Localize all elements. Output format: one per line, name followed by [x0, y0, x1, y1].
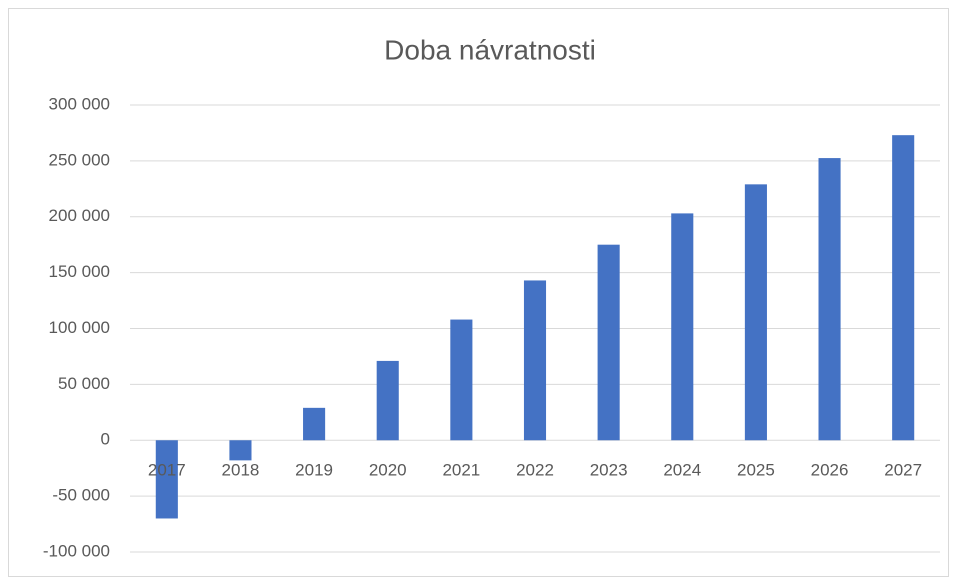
y-tick-label: -100 000: [43, 541, 110, 560]
y-tick-label: 250 000: [49, 150, 110, 169]
chart-border: [8, 8, 949, 577]
y-tick-label: 0: [101, 430, 110, 449]
chart-title: Doba návratnosti: [384, 34, 596, 65]
bar: [523, 280, 547, 441]
y-tick-label: 300 000: [49, 94, 110, 113]
y-tick-label: 150 000: [49, 262, 110, 281]
y-tick-label: 100 000: [49, 318, 110, 337]
x-tick-label: 2024: [663, 461, 701, 480]
x-tick-label: 2022: [516, 461, 554, 480]
x-tick-label: 2027: [884, 461, 922, 480]
x-tick-label: 2017: [148, 461, 186, 480]
x-tick-label: 2025: [737, 461, 775, 480]
bar: [597, 244, 620, 441]
bar: [744, 184, 767, 441]
bar: [671, 213, 694, 441]
y-tick-label: -50 000: [52, 486, 110, 505]
bar: [155, 440, 178, 519]
x-tick-label: 2026: [811, 461, 849, 480]
bar: [892, 135, 915, 441]
y-tick-label: 50 000: [58, 374, 110, 393]
bar: [229, 440, 252, 461]
x-tick-label: 2020: [369, 461, 407, 480]
bar: [450, 319, 473, 441]
x-tick-label: 2018: [222, 461, 260, 480]
bar: [303, 407, 326, 441]
x-tick-label: 2019: [295, 461, 333, 480]
x-tick-label: 2021: [442, 461, 480, 480]
bar: [376, 360, 399, 441]
x-tick-label: 2023: [590, 461, 628, 480]
y-tick-label: 200 000: [49, 206, 110, 225]
bar: [818, 158, 841, 441]
